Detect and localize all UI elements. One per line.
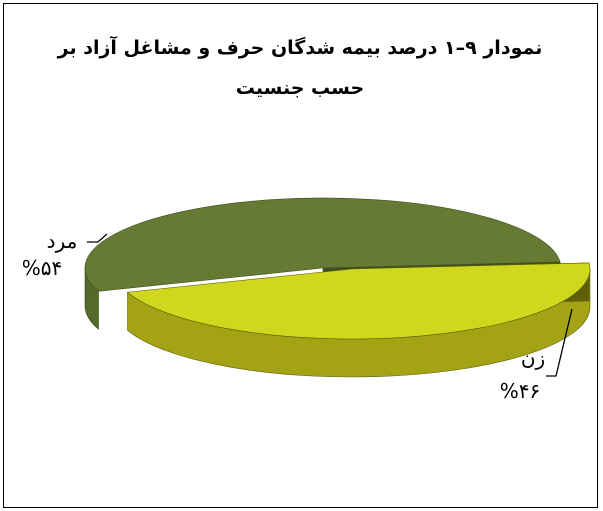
slice-category-label: مرد	[47, 229, 78, 253]
chart-title-line-2: حسب جنسیت	[235, 77, 365, 99]
pie-labels: مرد %۵۴ زن %۴۶	[22, 229, 573, 403]
label-leader-line	[87, 233, 108, 243]
slice-value-label: %۵۴	[22, 256, 63, 280]
pie-slice-women	[126, 262, 591, 378]
chart-title-line-1: نمودار ۹–۱ درصد بیمه شدگان حرف و مشاغل آ…	[57, 37, 543, 59]
pie-slices	[84, 197, 591, 378]
pie-slice-top	[84, 197, 561, 292]
slice-category-label: زن	[521, 346, 545, 370]
slice-value-label: %۴۶	[500, 379, 541, 403]
pie-slice-top	[126, 262, 591, 340]
chart-title: نمودار ۹–۱ درصد بیمه شدگان حرف و مشاغل آ…	[30, 28, 570, 108]
label-leader-line	[546, 308, 573, 377]
